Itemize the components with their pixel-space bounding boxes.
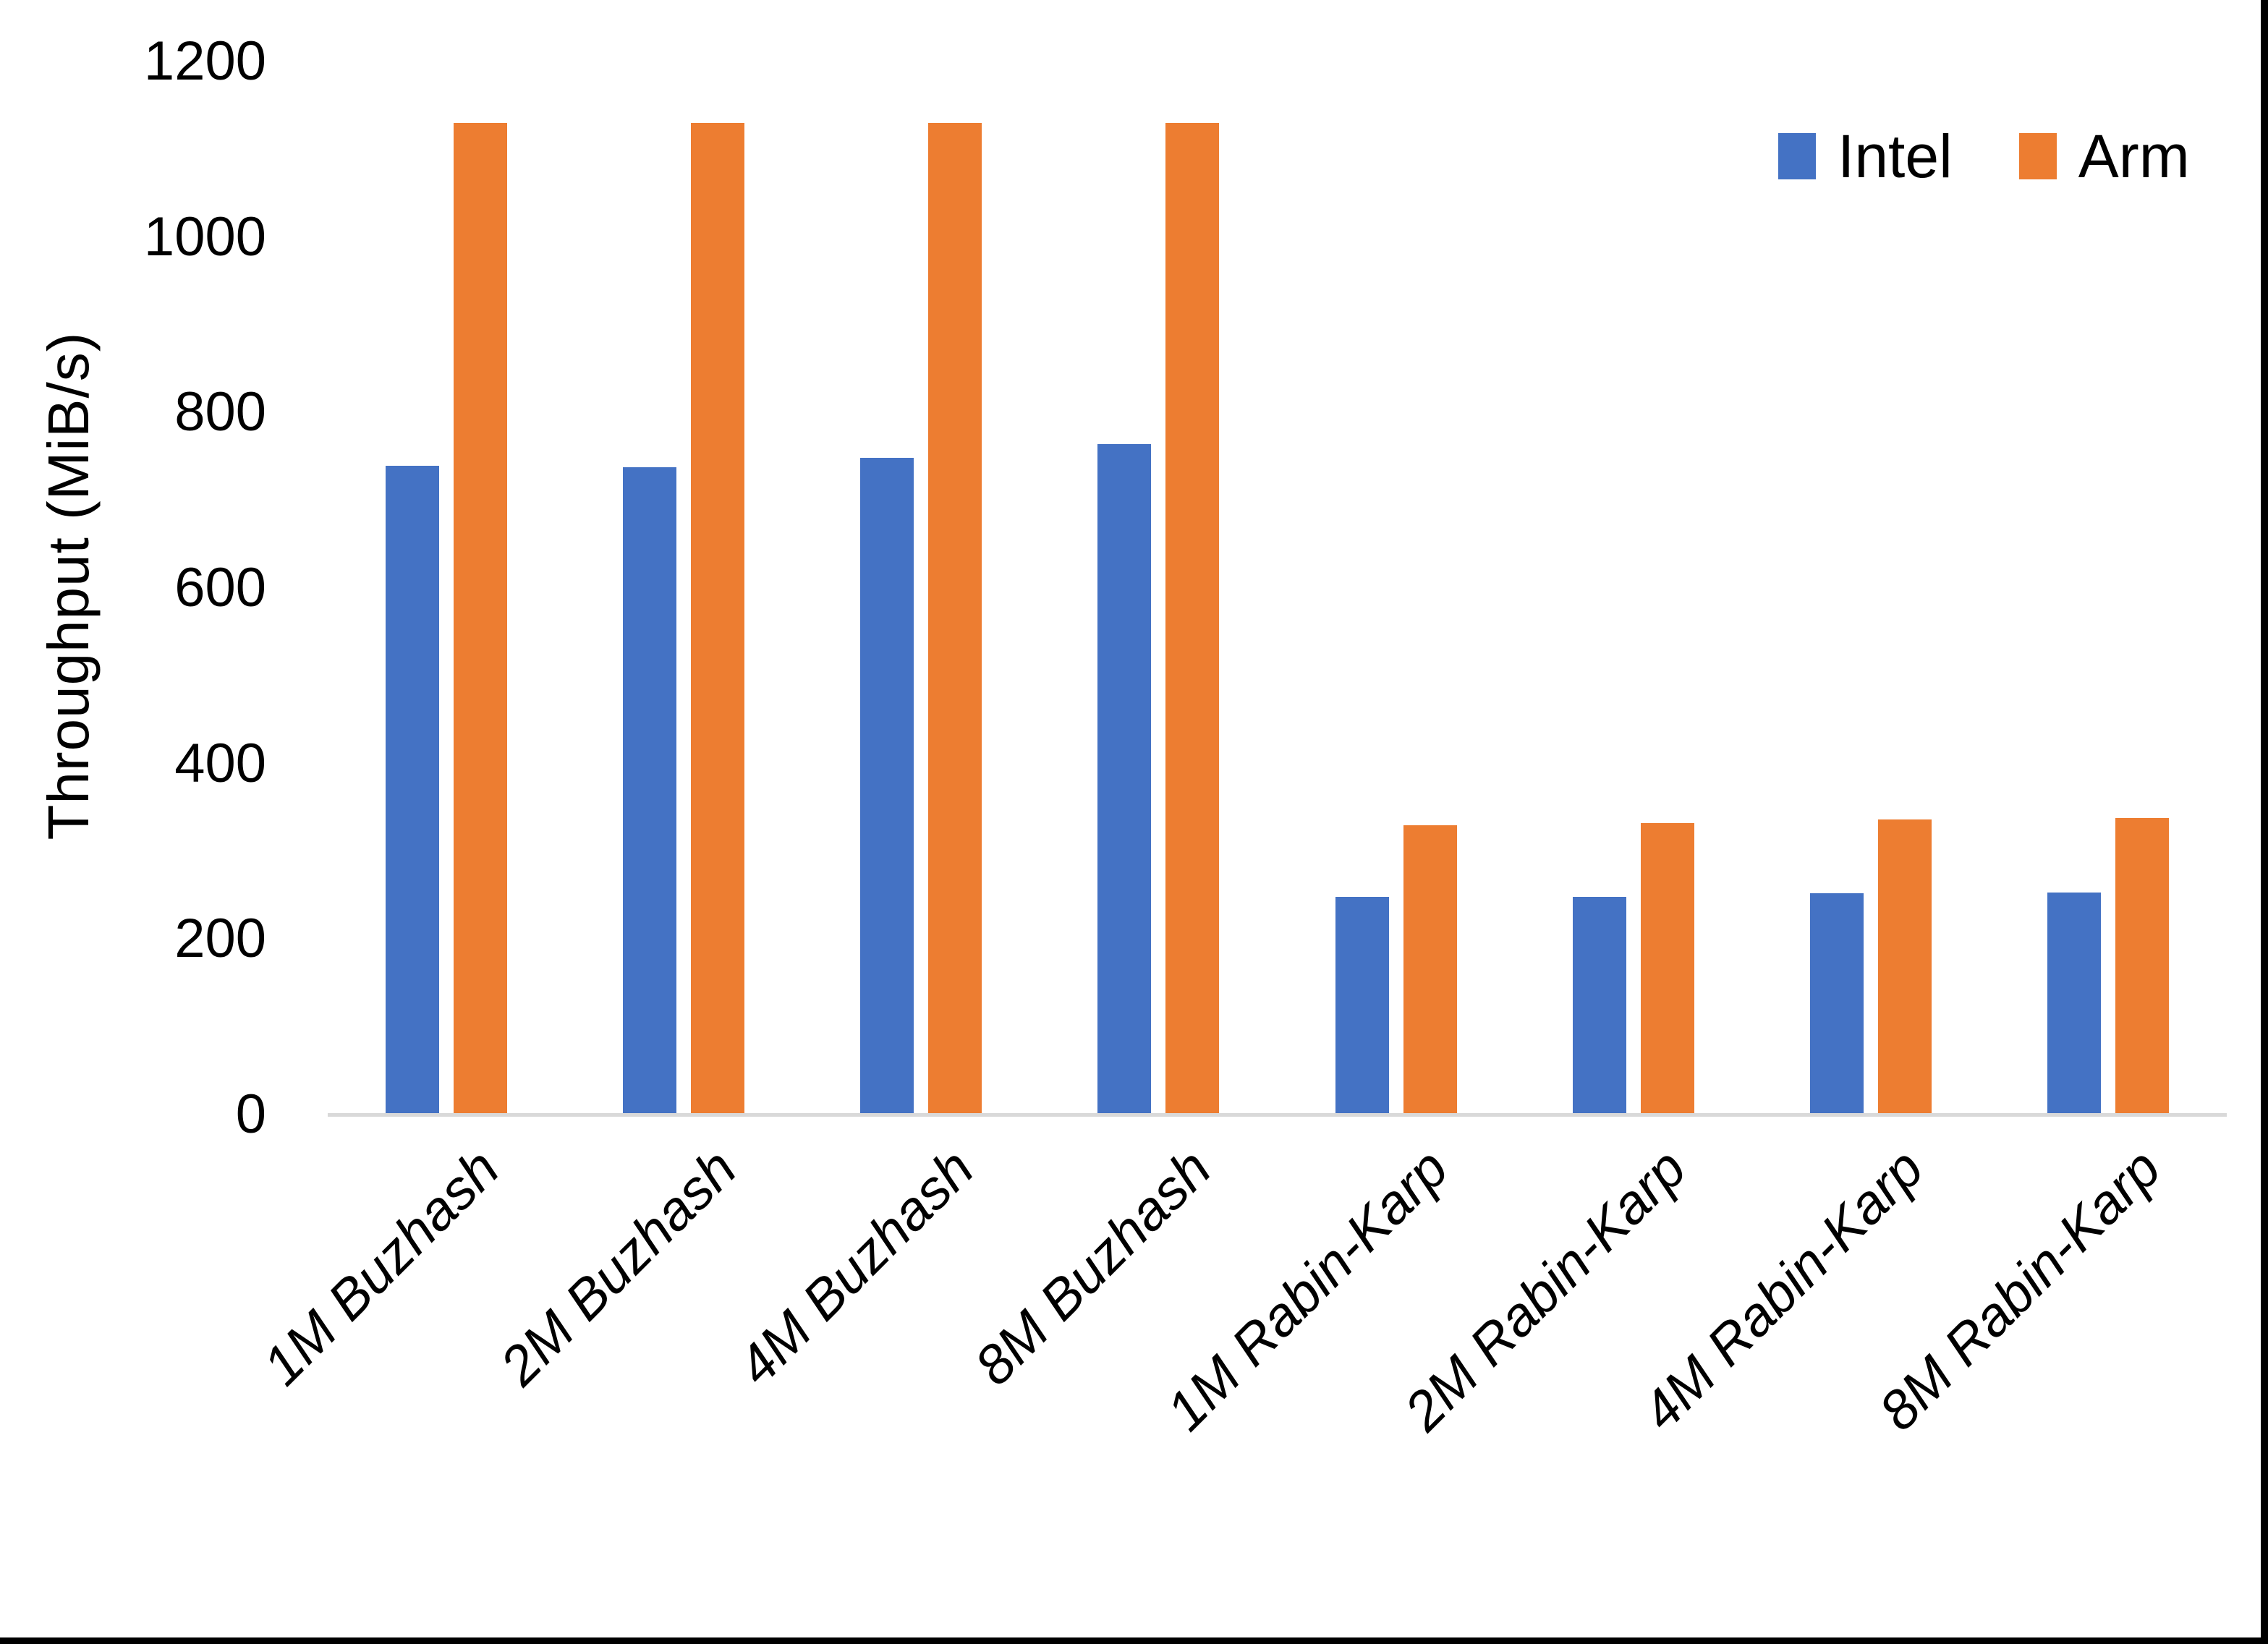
x-axis-line [328,1113,2227,1117]
x-category-label: 2M Buzhash [488,1137,748,1397]
x-category-label: 4M Buzhash [726,1137,986,1397]
legend-label-intel: Intel [1838,122,1953,190]
bar-intel [1572,897,1626,1115]
legend-swatch-arm [2018,133,2057,179]
bar-intel [386,466,440,1115]
x-category-label: 1M Buzhash [251,1137,511,1397]
bar-group [1752,61,1989,1115]
bar-arm [2115,817,2169,1115]
bar-intel [2047,893,2101,1115]
plot-area [328,61,2227,1115]
bar-intel [623,467,677,1115]
bar-arm [454,122,508,1115]
bar-group [802,61,1040,1115]
y-tick-label: 600 [174,557,266,618]
legend-item-arm: Arm [2018,122,2190,190]
bar-group [1515,61,1752,1115]
bar-group [565,61,802,1115]
y-tick-label: 800 [174,381,266,443]
bar-intel [1809,893,1864,1115]
y-tick-label: 200 [174,908,266,970]
bar-intel [860,458,914,1115]
y-tick-label: 0 [235,1083,266,1145]
bar-arm [1403,825,1457,1115]
screenshot-right-border [2261,0,2268,1644]
bar-intel [1097,444,1152,1115]
y-tick-label: 1000 [143,205,266,268]
screenshot-bottom-border [0,1637,2268,1644]
bar-arm [1165,122,1220,1115]
bar-arm [1877,819,1932,1115]
bar-group [328,61,565,1115]
bar-arm [928,122,982,1115]
bar-arm [1640,823,1694,1115]
bar-group [1278,61,1515,1115]
x-category-label: 8M Buzhash [963,1137,1223,1397]
legend-item-intel: Intel [1778,123,1953,189]
bar-arm [691,122,745,1115]
legend-label-arm: Arm [2078,122,2190,190]
legend: Intel Arm [1778,123,2190,189]
legend-swatch-intel [1778,133,1816,179]
y-tick-label: 400 [174,732,266,794]
bar-intel [1335,897,1389,1115]
bar-group [1040,61,1277,1115]
y-tick-label: 1200 [143,30,266,92]
bar-group [1989,61,2227,1115]
